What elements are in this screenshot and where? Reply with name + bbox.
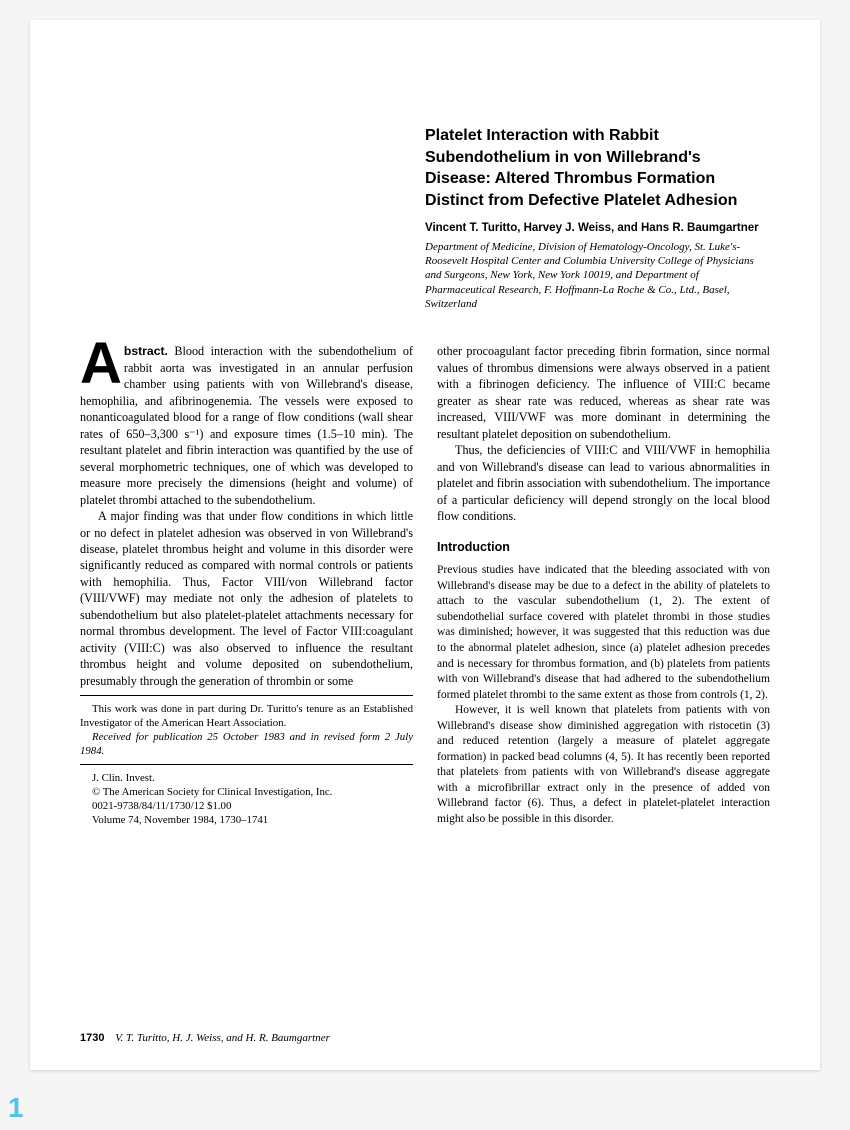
article-title: Platelet Interaction with Rabbit Subendo… [425,125,770,211]
intro-p2: However, it is well known that platelets… [437,703,770,827]
right-column: other procoagulant factor preceding fibr… [437,343,770,827]
footnote-1: This work was done in part during Dr. Tu… [80,702,413,730]
abstract-p1: Abstract. Blood interaction with the sub… [80,343,413,508]
authors: Vincent T. Turitto, Harvey J. Weiss, and… [425,221,770,237]
footnote-rule-top [80,695,413,696]
footnotes-block: This work was done in part during Dr. Tu… [80,702,413,758]
abstract-label: bstract. [124,344,168,358]
footnote-2: Received for publication 25 October 1983… [80,730,413,758]
footnote-rule-bottom [80,764,413,765]
journal-line-3: 0021-9738/84/11/1730/12 $1.00 [80,799,413,813]
introduction-heading: Introduction [437,539,770,556]
abstract-p1-text: Blood interaction with the subendotheliu… [80,344,413,506]
journal-block: J. Clin. Invest. © The American Society … [80,771,413,827]
page-number: 1730 [80,1032,104,1044]
left-column: Abstract. Blood interaction with the sub… [80,343,413,827]
abstract-cont-p1: other procoagulant factor preceding fibr… [437,343,770,442]
page: Platelet Interaction with Rabbit Subendo… [30,20,820,1070]
corner-badge: 1 [8,1092,24,1124]
abstract: Abstract. Blood interaction with the sub… [80,343,413,689]
body-columns: Abstract. Blood interaction with the sub… [80,343,770,827]
abstract-cont-p2: Thus, the deficiencies of VIII:C and VII… [437,442,770,524]
abstract-p2: A major finding was that under flow cond… [80,508,413,689]
journal-line-4: Volume 74, November 1984, 1730–1741 [80,813,413,827]
article-header: Platelet Interaction with Rabbit Subendo… [425,125,770,311]
journal-line-1: J. Clin. Invest. [80,771,413,785]
running-head: V. T. Turitto, H. J. Weiss, and H. R. Ba… [115,1032,330,1044]
page-footer: 1730 V. T. Turitto, H. J. Weiss, and H. … [80,1032,770,1044]
dropcap: A [80,339,122,388]
intro-p1: Previous studies have indicated that the… [437,563,770,703]
journal-line-2: © The American Society for Clinical Inve… [80,785,413,799]
affiliation: Department of Medicine, Division of Hema… [425,240,770,311]
